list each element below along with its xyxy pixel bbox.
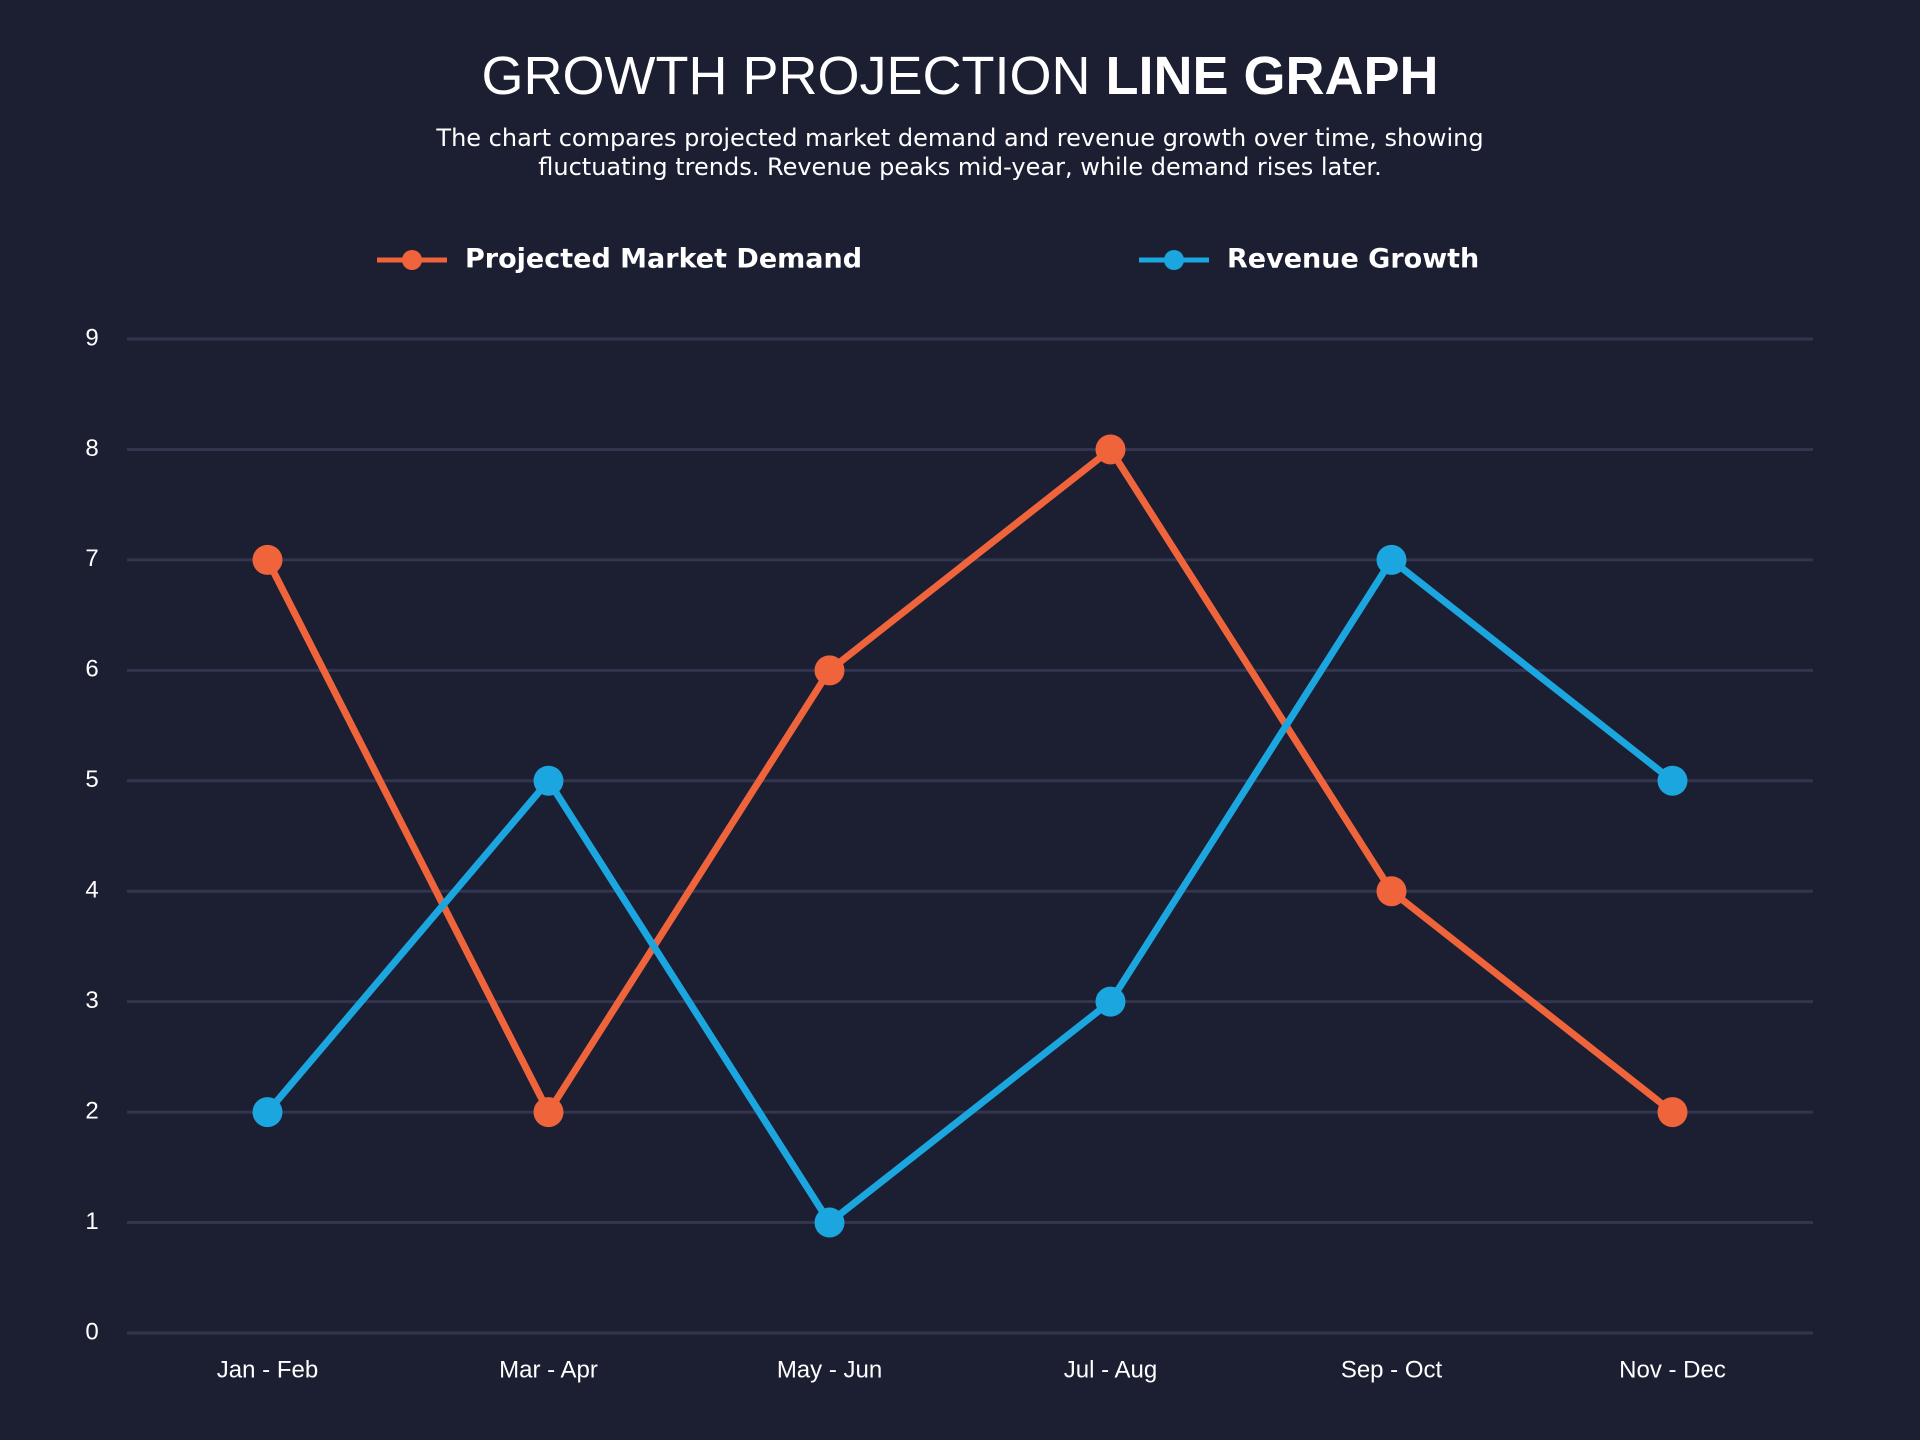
data-point: [533, 1097, 564, 1128]
y-tick-label: 2: [85, 1097, 98, 1124]
y-tick-label: 8: [85, 435, 98, 462]
y-tick-label: 0: [85, 1318, 98, 1345]
data-point: [1376, 544, 1407, 575]
legend-label: Revenue Growth: [1227, 244, 1479, 275]
data-point: [814, 1207, 845, 1238]
x-tick-label: Jan - Feb: [217, 1356, 318, 1383]
y-tick-label: 6: [85, 656, 98, 683]
y-tick-label: 3: [85, 987, 98, 1014]
x-tick-label: Sep - Oct: [1341, 1356, 1443, 1383]
data-point: [252, 1097, 283, 1128]
y-tick-label: 9: [85, 324, 98, 351]
legend-marker: [402, 250, 422, 270]
data-point: [814, 655, 845, 686]
chart-title: GROWTH PROJECTION LINE GRAPH: [481, 46, 1438, 106]
legend-marker: [1164, 250, 1184, 270]
data-point: [1657, 765, 1688, 796]
y-tick-label: 1: [85, 1208, 98, 1235]
data-point: [1095, 434, 1126, 465]
y-tick-label: 5: [85, 766, 98, 793]
x-tick-label: May - Jun: [777, 1356, 882, 1383]
data-point: [1657, 1097, 1688, 1128]
title-light: GROWTH PROJECTION: [481, 46, 1090, 106]
y-tick-label: 7: [85, 545, 98, 572]
series-line: [264, 556, 1675, 1227]
x-tick-label: Mar - Apr: [499, 1356, 598, 1383]
y-tick-label: 4: [85, 877, 98, 904]
data-point: [1095, 986, 1126, 1017]
x-tick-label: Jul - Aug: [1064, 1356, 1157, 1383]
data-point: [252, 544, 283, 575]
series-line: [264, 445, 1675, 1116]
subtitle: The chart compares projected market dema…: [435, 124, 1483, 152]
subtitle: fluctuating trends. Revenue peaks mid-ye…: [538, 153, 1381, 181]
legend-label: Projected Market Demand: [465, 244, 862, 275]
title-bold: LINE GRAPH: [1105, 46, 1438, 106]
x-tick-label: Nov - Dec: [1619, 1356, 1726, 1383]
data-point: [1376, 876, 1407, 907]
data-point: [533, 765, 564, 796]
